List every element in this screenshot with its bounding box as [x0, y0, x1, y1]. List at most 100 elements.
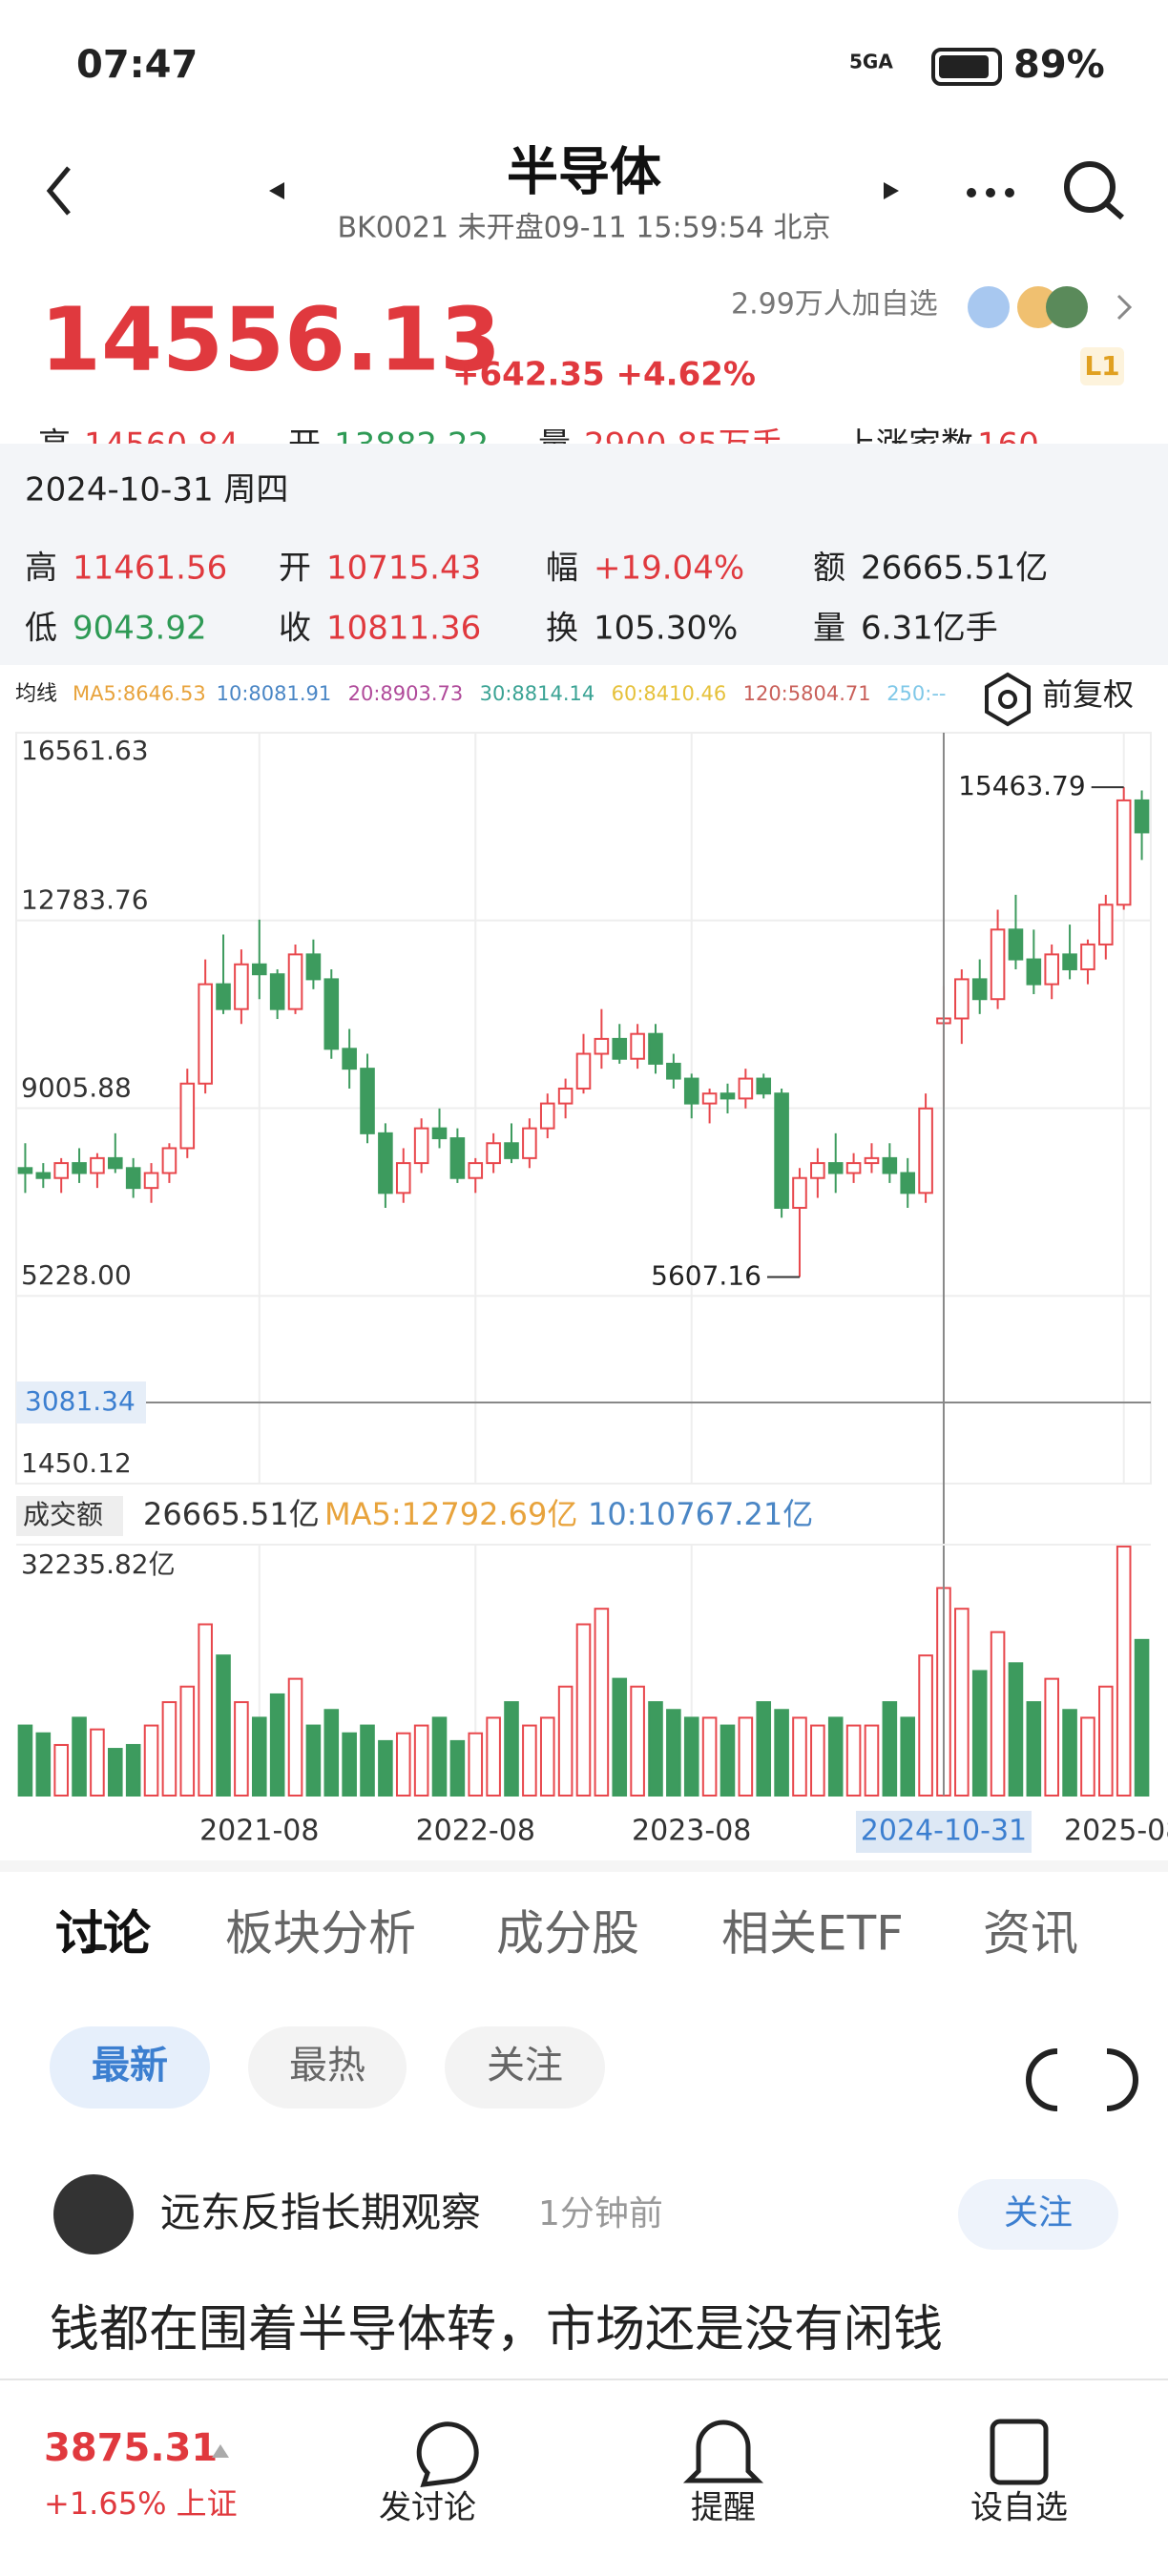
candle-body [882, 1156, 898, 1174]
tab[interactable]: 资讯 [983, 1906, 1078, 1962]
follow-button[interactable] [958, 2179, 1118, 2250]
candle-body [90, 1156, 105, 1174]
candle-body [504, 1142, 519, 1159]
filter[interactable]: 关注 [487, 2044, 563, 2088]
tab-indicator [86, 1944, 107, 1950]
status-time: 07:47 [76, 43, 198, 87]
price: 14556.13 [40, 288, 501, 390]
ma-item: 20:8903.73 [348, 682, 464, 705]
next-button[interactable] [884, 182, 899, 199]
filter-pill[interactable] [445, 2026, 605, 2109]
filter-pill[interactable] [248, 2026, 407, 2109]
filter[interactable]: 最新 [92, 2044, 168, 2088]
volume-bar [774, 1709, 789, 1797]
back-button[interactable] [46, 166, 71, 216]
level-badge [1080, 347, 1124, 385]
tab[interactable]: 相关ETF [721, 1906, 904, 1962]
candle-body [17, 1167, 33, 1174]
filter[interactable]: 最热 [289, 2044, 365, 2088]
action-icon[interactable] [416, 2419, 1049, 2487]
volume-bar [360, 1724, 375, 1797]
tooltip-value: 26665.51亿 [861, 550, 1048, 588]
tooltip-key: 收 [279, 610, 311, 648]
tooltip-cover [0, 444, 1168, 665]
candle-body [954, 978, 970, 1020]
candle-body [413, 1127, 429, 1165]
volume-bar [1008, 1662, 1024, 1797]
candle-body [648, 1032, 663, 1065]
volume-bar [323, 1709, 340, 1797]
volume-bar [594, 1608, 610, 1797]
candle-body [990, 928, 1006, 1001]
candle-body [269, 973, 285, 1010]
candle-body [378, 1132, 393, 1195]
prev-button[interactable] [269, 182, 284, 199]
tab[interactable]: 成分股 [496, 1906, 639, 1962]
more-button[interactable] [967, 188, 1014, 197]
volume-bar [287, 1677, 303, 1797]
candle-body [900, 1172, 916, 1195]
volume-bar [431, 1716, 448, 1797]
candle-body [594, 1037, 610, 1055]
tooltip-value: 9043.92 [73, 610, 207, 648]
tooltip-value: 105.30% [594, 610, 738, 648]
ma-item: 120:5804.71 [743, 682, 871, 705]
bottom-action[interactable]: 设自选 [970, 2489, 1068, 2527]
volume-bar [918, 1654, 933, 1797]
volume-bar [108, 1748, 123, 1797]
level-badge-text: L1 [1084, 350, 1119, 382]
crosshair-label: 3081.34 [25, 1385, 136, 1417]
candle-body [323, 978, 340, 1050]
title: 半导体 [507, 142, 661, 202]
post-time: 1分钟前 [538, 2194, 663, 2233]
tab[interactable]: 板块分析 [225, 1906, 416, 1962]
volume-title: 成交额 [23, 1499, 103, 1530]
follow-label[interactable]: 关注 [1004, 2193, 1073, 2233]
search-button[interactable] [1064, 161, 1124, 220]
tab[interactable]: 讨论 [55, 1906, 152, 1962]
filter-pill[interactable] [50, 2026, 210, 2109]
volume-bar [522, 1724, 537, 1797]
candle-body [72, 1162, 87, 1174]
candle-body [53, 1162, 69, 1179]
tooltip-value: 6.31亿手 [861, 610, 998, 648]
x-tick-label: 2023-08 [632, 1815, 751, 1848]
candle-body [143, 1172, 159, 1190]
post-user: 远东反指长期观察 [160, 2190, 481, 2236]
candle-body [774, 1092, 789, 1209]
candle-body [1044, 953, 1059, 986]
tooltip-key: 换 [546, 610, 578, 648]
volume-bar [305, 1724, 322, 1797]
network: 5GA [849, 51, 893, 73]
volume-bar [612, 1677, 628, 1797]
y-tick-label: 9005.88 [21, 1071, 132, 1103]
volume-bar [504, 1701, 519, 1797]
candle-body [918, 1107, 933, 1195]
adjust-button[interactable]: 前复权 [1042, 676, 1134, 713]
user-avatar[interactable] [53, 2174, 134, 2254]
refresh-button[interactable] [1026, 2048, 1138, 2111]
candle-body [179, 1082, 196, 1150]
candle-body [701, 1092, 718, 1105]
crosshair-label-bg [16, 1381, 146, 1424]
candle-body [1062, 953, 1077, 970]
volume-bar [738, 1716, 754, 1797]
tooltip-key: 幅 [546, 550, 578, 588]
ma-item: 60:8410.46 [612, 682, 727, 705]
adjust-icon[interactable] [985, 672, 1031, 727]
volume-bar [756, 1701, 772, 1797]
candle-body [827, 1162, 844, 1174]
battery-level-text: 89% [1013, 43, 1105, 87]
volume-bar [216, 1654, 231, 1797]
bottom-action[interactable]: 提醒 [691, 2489, 756, 2527]
volume-bar [449, 1739, 466, 1797]
candle-body [539, 1102, 555, 1130]
y-tick-label: 16561.63 [21, 735, 149, 766]
chevron[interactable] [1116, 294, 1133, 321]
candle-body [125, 1167, 141, 1190]
volume-ma10: 10:10767.21亿 [588, 1496, 813, 1532]
tooltip-key: 高 [25, 550, 57, 588]
bottom-action[interactable]: 发讨论 [379, 2489, 476, 2527]
volume-bar [143, 1724, 159, 1797]
candle-body [1008, 928, 1024, 961]
